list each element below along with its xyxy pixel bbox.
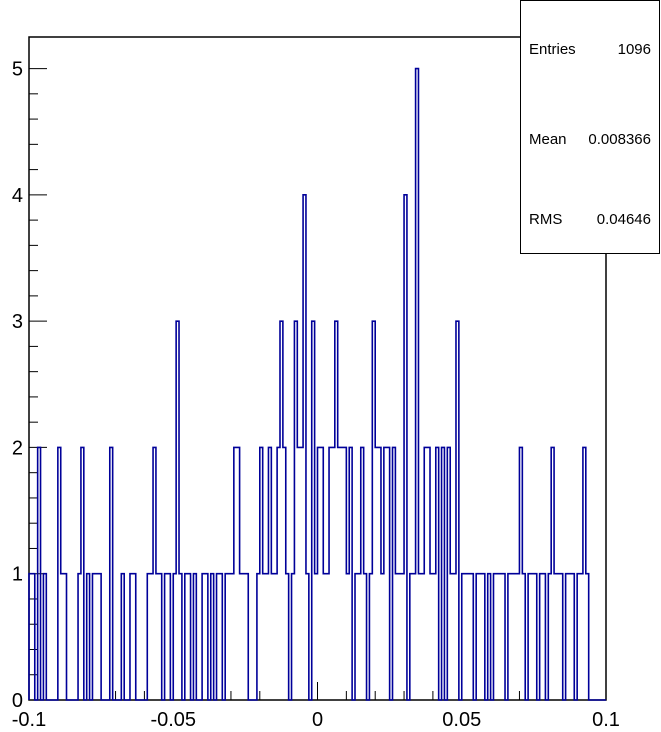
stats-rms-label: RMS (529, 211, 563, 228)
y-tick-label: 2 (12, 437, 23, 459)
stats-box: Entries 1096 Mean 0.008366 RMS 0.04646 (520, 0, 660, 254)
y-tick-label: 1 (12, 564, 23, 586)
stats-entries-row: Entries 1096 (529, 41, 651, 58)
y-tick-label: 0 (12, 690, 23, 712)
stats-mean-row: Mean 0.008366 (529, 131, 651, 148)
stats-mean-label: Mean (529, 131, 567, 148)
x-tick-label: 0.1 (592, 709, 620, 731)
x-tick-label: -0.1 (12, 709, 46, 731)
stats-entries-label: Entries (529, 41, 576, 58)
y-tick-label: 4 (12, 185, 23, 207)
stats-rms-value: 0.04646 (596, 211, 651, 228)
y-tick-label: 3 (12, 311, 23, 333)
x-tick-label: 0 (312, 709, 323, 731)
stats-entries-value: 1096 (617, 41, 651, 58)
x-tick-label: 0.05 (442, 709, 481, 731)
x-tick-label: -0.05 (150, 709, 196, 731)
tick-labels: -0.1 -0.05 0 0.05 0.1 0 1 2 3 4 5 (12, 59, 620, 731)
y-tick-label: 5 (12, 59, 23, 81)
stats-rms-row: RMS 0.04646 (529, 211, 651, 228)
histogram-line (28, 67, 606, 701)
stats-mean-value: 0.008366 (588, 131, 651, 148)
